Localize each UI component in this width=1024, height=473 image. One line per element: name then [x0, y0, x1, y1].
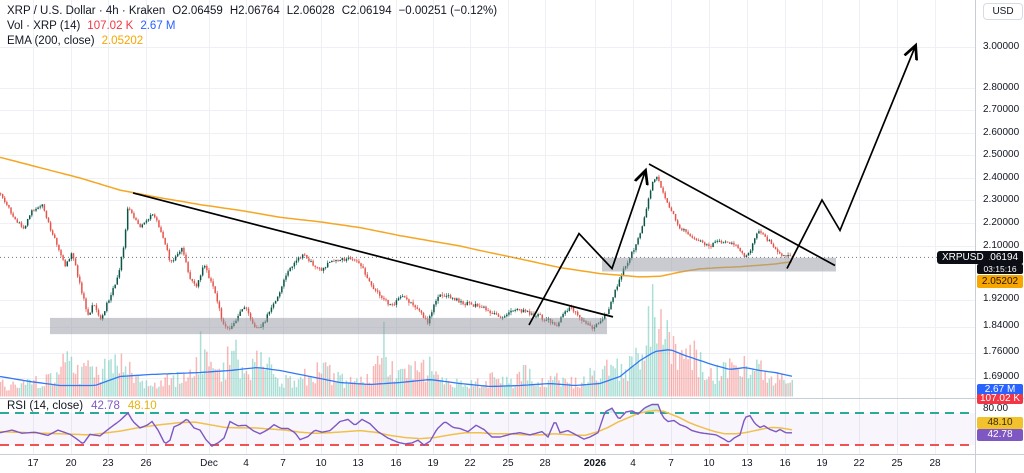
ema-indicator-row[interactable]: EMA (200, close) 2.05202 [7, 34, 497, 49]
time-tick-label: 26 [140, 458, 152, 469]
price-tick-label: 2.80000 [983, 82, 1020, 93]
price-axis-badge: 2.05202 [977, 275, 1023, 288]
time-tick-label: 7 [280, 458, 286, 469]
rsi-value: 42.78 [91, 400, 120, 412]
time-tick-label: 17 [27, 458, 39, 469]
ohlc-high: H2.06764 [229, 5, 280, 17]
price-tick-label: 2.20000 [983, 217, 1020, 228]
symbol-title[interactable]: XRP / U.S. Dollar · 4h · Kraken [7, 5, 166, 17]
price-tick-label: 2.70000 [983, 104, 1020, 115]
symbol-row[interactable]: XRP / U.S. Dollar · 4h · Kraken O2.06459… [7, 4, 497, 19]
price-tick-label: 2.40000 [983, 172, 1020, 183]
price-tick-label: 3.00000 [983, 41, 1020, 52]
currency-toggle-button[interactable]: USD [983, 3, 1023, 20]
ohlc-close: C2.06194 [341, 5, 392, 17]
price-line-symbol-label: XRPUSD [937, 251, 989, 264]
price-tick-label: 2.50000 [983, 149, 1020, 160]
rsi-indicator-row[interactable]: RSI (14, close) 42.78 48.10 [7, 400, 157, 413]
time-tick-label: 10 [703, 458, 715, 469]
time-tick-label: 22 [464, 458, 476, 469]
time-tick-label: 16 [390, 458, 402, 469]
time-tick-label: 19 [427, 458, 439, 469]
time-tick-label: 28 [929, 458, 941, 469]
volume-indicator-label: Vol · XRP (14) [7, 20, 81, 32]
price-tick-label: 1.76000 [983, 346, 1020, 357]
price-axis-badge: 2.67 M [977, 384, 1023, 396]
price-tick-label: 2.30000 [983, 194, 1020, 205]
price-tick-label: 2.60000 [983, 127, 1020, 138]
time-tick-label: 7 [668, 458, 674, 469]
ohlc-open: O2.06459 [172, 5, 223, 17]
time-tick-label: 4 [243, 458, 249, 469]
price-tick-label: 2.10000 [983, 240, 1020, 251]
price-change: −0.00251 (−0.12%) [398, 5, 498, 17]
time-tick-label: 10 [315, 458, 327, 469]
ema-value: 2.05202 [101, 35, 144, 47]
rsi-ma-value: 48.10 [127, 400, 157, 412]
time-tick-label: 28 [539, 458, 551, 469]
time-tick-label: 25 [891, 458, 903, 469]
price-axis-badge: 48.10 [977, 417, 1023, 429]
price-tick-label: 80.00 [983, 403, 1009, 414]
time-tick-label: 13 [352, 458, 364, 469]
volume-indicator-row[interactable]: Vol · XRP (14) 107.02 K 2.67 M [7, 19, 497, 34]
price-axis-badge: 107.02 K [977, 394, 1023, 404]
time-tick-label: 23 [102, 458, 114, 469]
rsi-indicator-label: RSI (14, close) [7, 400, 84, 412]
volume-ma-value: 2.67 M [140, 20, 176, 32]
price-axis[interactable]: 3.00000 2.80000 2.70000 2.60000 2.50000 2.400… [976, 0, 1024, 454]
time-tick-label: 16 [779, 458, 791, 469]
price-tick-label: 1.84000 [983, 320, 1020, 331]
ema-indicator-label: EMA (200, close) [7, 35, 95, 47]
time-tick-label: 13 [741, 458, 753, 469]
time-tick-label: Dec [200, 458, 218, 469]
time-tick-label: 2026 [583, 458, 607, 469]
price-tick-label: 1.69000 [983, 371, 1020, 382]
price-tick-label: 1.92000 [983, 293, 1020, 304]
price-axis-badge: 42.78 [977, 429, 1023, 441]
time-tick-label: 19 [816, 458, 828, 469]
time-axis[interactable]: 17 20 23 26 Dec 4 7 10 13 16 19 22 25 28 2026 4 7 10 13 16 1… [0, 455, 1024, 473]
volume-value: 107.02 K [87, 20, 134, 32]
time-tick-label: 4 [630, 458, 636, 469]
price-axis-badge: 03:15:16 [977, 264, 1023, 274]
time-tick-label: 20 [65, 458, 77, 469]
chart-legend: XRP / U.S. Dollar · 4h · Kraken O2.06459… [7, 4, 497, 49]
time-tick-label: 25 [502, 458, 514, 469]
ohlc-low: L2.06028 [286, 5, 335, 17]
time-tick-label: 22 [853, 458, 865, 469]
